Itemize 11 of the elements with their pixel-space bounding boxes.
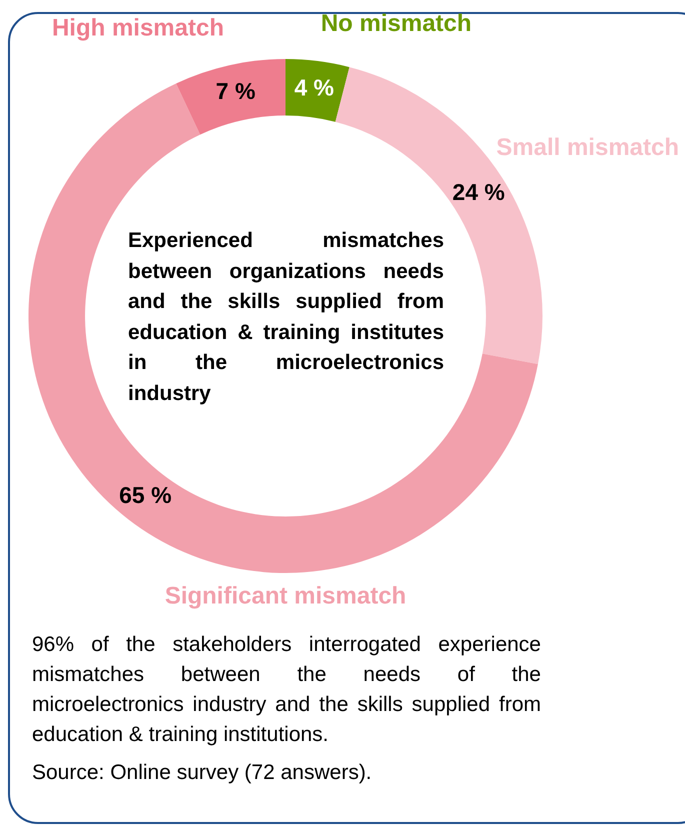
- text: 96% of the stakeholders interrogated experience mismatches between the needs of the microelectronics industry and the skills supplied from education & training institutions.: [32, 632, 541, 748]
- text: Experienced mismatches between organizations needs and the skills supplied from education & training institutes in the microelectronics industry: [128, 228, 444, 406]
- slice-label: Significant mismatch: [164, 582, 406, 610]
- slice-label: Small mismatch: [496, 134, 680, 161]
- source-note: Source: Online survey (72 answers).: [32, 760, 373, 786]
- data-label: 65 %: [119, 482, 172, 508]
- data-label: 7 %: [216, 78, 256, 104]
- data-label: 24 %: [452, 178, 505, 205]
- slice-label: No mismatch: [320, 10, 472, 37]
- slice-label: High mismatch: [52, 14, 224, 42]
- data-label: 4 %: [294, 74, 334, 100]
